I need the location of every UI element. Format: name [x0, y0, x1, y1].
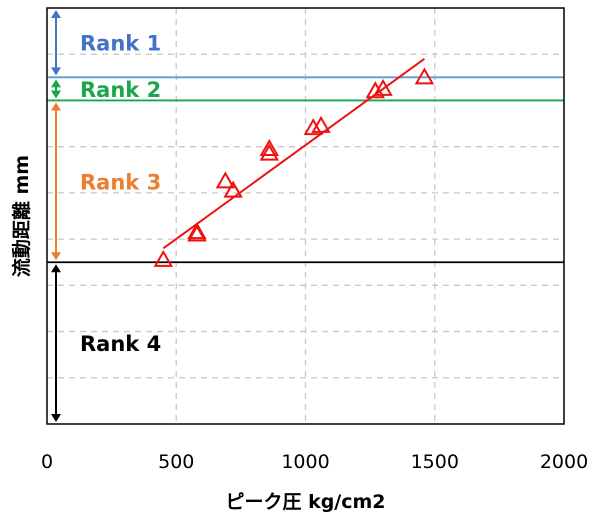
- rank-arrowhead-top: [51, 264, 61, 273]
- data-point-triangle: [153, 249, 174, 267]
- data-point-triangle: [414, 67, 435, 85]
- data-point-triangle: [259, 138, 280, 156]
- data-point-triangle: [365, 81, 386, 99]
- y-axis-title: 流動距離 mm: [10, 155, 33, 277]
- grid-lines: [47, 8, 564, 424]
- trendline-segment: [162, 58, 425, 250]
- rank-threshold-lines: [47, 76, 564, 264]
- x-tick-label: 500: [158, 451, 194, 473]
- x-tick-labels: 0 500 1000 1500 2000: [41, 451, 588, 473]
- rank-arrowhead-bottom: [51, 67, 61, 76]
- x-tick-label: 0: [41, 451, 53, 473]
- data-point-triangle: [259, 143, 280, 161]
- x-tick-label: 1500: [411, 451, 459, 473]
- x-axis-title: ピーク圧 kg/cm2: [225, 491, 385, 513]
- data-point-triangle: [223, 180, 243, 198]
- data-point-triangle: [187, 222, 207, 240]
- x-tick-label: 1000: [281, 451, 329, 473]
- data-points: [153, 67, 435, 267]
- data-point-triangle: [187, 224, 207, 242]
- data-point-triangle: [303, 118, 323, 136]
- trendline: [162, 58, 425, 250]
- plot-area-frame: [46, 7, 565, 425]
- rank-arrowhead-top: [51, 79, 61, 88]
- rank-label: Rank 4: [80, 332, 161, 356]
- rank-arrowhead-bottom: [51, 90, 61, 99]
- rank-arrowhead-top: [51, 10, 61, 18]
- rank-arrowhead-bottom: [51, 414, 61, 422]
- rank-arrowhead-bottom: [51, 252, 61, 261]
- rank-label: Rank 3: [80, 170, 161, 194]
- data-point-triangle: [373, 78, 393, 96]
- data-point-triangle: [311, 115, 331, 133]
- x-tick-label: 2000: [540, 451, 588, 473]
- rank-annotations: Rank 1 Rank 2 Rank 3 Rank 4: [51, 10, 161, 422]
- rank-arrowhead-top: [51, 102, 61, 111]
- data-point-triangle: [215, 171, 236, 189]
- rank-label: Rank 1: [80, 32, 161, 56]
- rank-label: Rank 2: [80, 78, 161, 102]
